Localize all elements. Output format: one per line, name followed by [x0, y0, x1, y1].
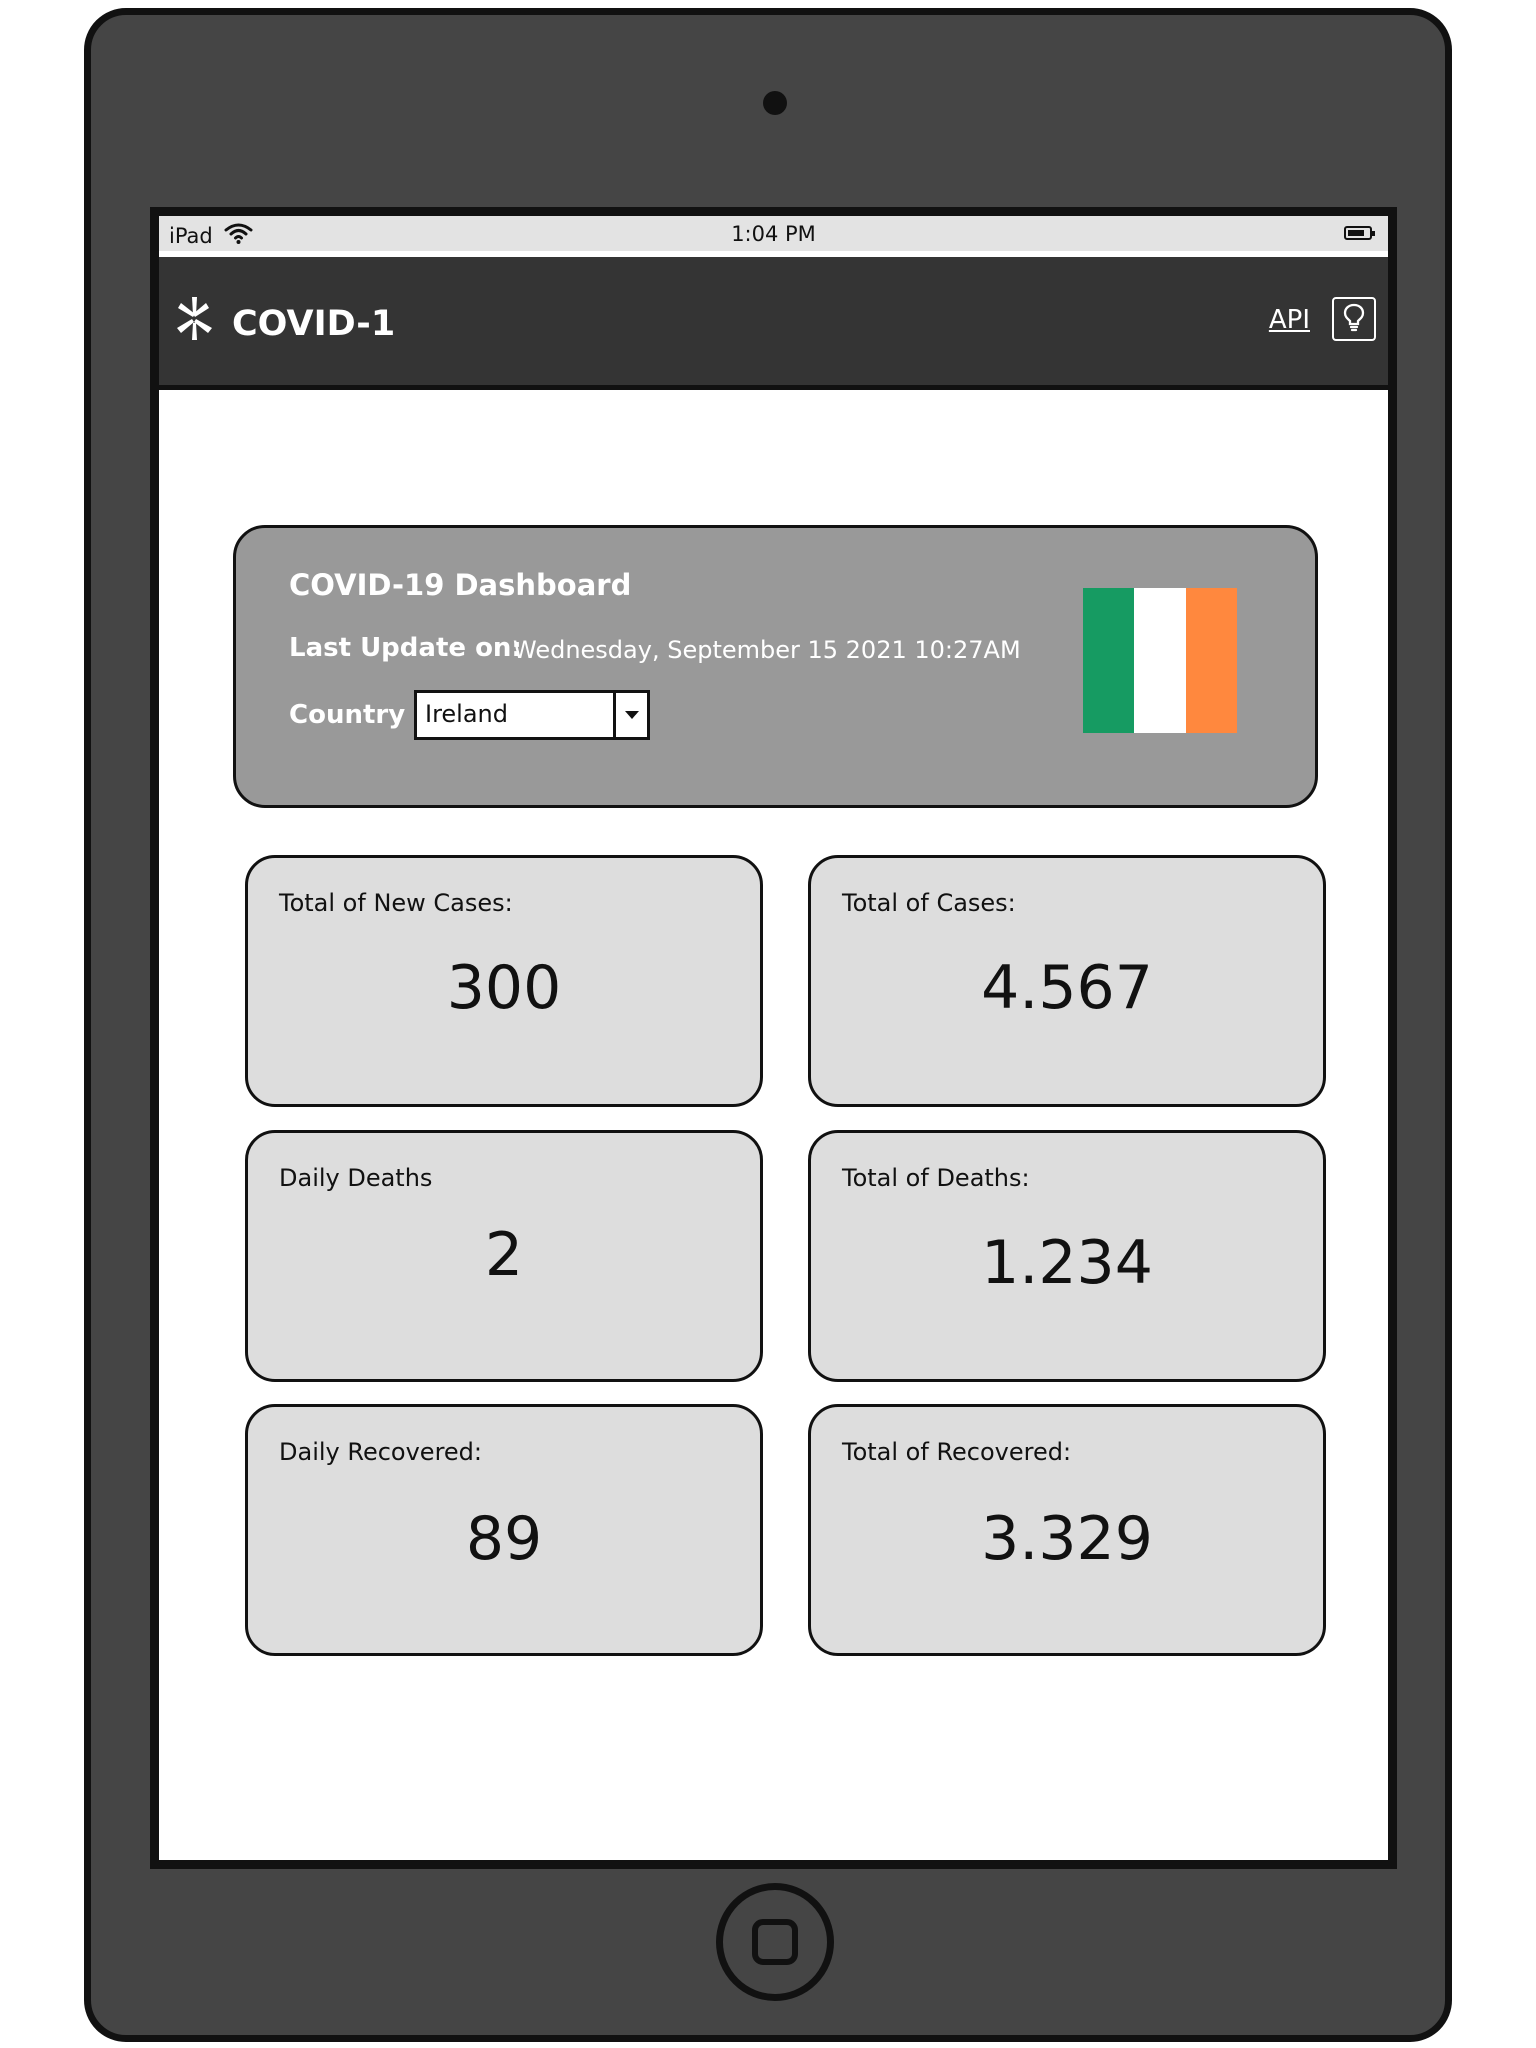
- country-label: Country: [289, 700, 406, 730]
- app-title: COVID-1: [232, 304, 396, 344]
- device-name: iPad: [169, 224, 213, 248]
- new-cases-label: Total of New Cases:: [279, 889, 513, 917]
- tablet-frame: iPad 1:04 PM: [84, 8, 1452, 2042]
- total-deaths-label: Total of Deaths:: [842, 1164, 1030, 1192]
- daily-deaths-value: 2: [484, 1220, 524, 1290]
- camera-icon: [763, 91, 787, 115]
- daily-recovered-card: Daily Recovered: 89: [245, 1404, 763, 1656]
- home-square-icon: [752, 1919, 798, 1965]
- app-brand[interactable]: COVID-1: [175, 295, 395, 353]
- ireland-flag: [1083, 588, 1237, 733]
- daily-recovered-value: 89: [465, 1504, 543, 1574]
- daily-recovered-label: Daily Recovered:: [279, 1438, 482, 1466]
- total-deaths-value: 1.234: [981, 1228, 1153, 1298]
- last-update-label: Last Update on:: [289, 633, 522, 663]
- lightbulb-icon: [1342, 302, 1366, 336]
- battery-icon: [1344, 226, 1375, 240]
- total-recovered-value: 3.329: [981, 1504, 1153, 1574]
- flag-green-band: [1083, 588, 1135, 733]
- daily-deaths-label: Daily Deaths: [279, 1164, 433, 1192]
- chevron-down-icon[interactable]: [613, 693, 647, 737]
- selected-country: Ireland: [425, 700, 509, 728]
- total-cases-label: Total of Cases:: [842, 889, 1016, 917]
- total-deaths-card: Total of Deaths: 1.234: [808, 1130, 1326, 1382]
- dashboard-title: COVID-19 Dashboard: [289, 568, 632, 602]
- asterisk-logo-icon: [175, 295, 214, 353]
- country-select[interactable]: Ireland: [414, 690, 650, 740]
- daily-deaths-card: Daily Deaths 2: [245, 1130, 763, 1382]
- total-recovered-card: Total of Recovered: 3.329: [808, 1404, 1326, 1656]
- new-cases-card: Total of New Cases: 300: [245, 855, 763, 1107]
- status-time: 1:04 PM: [731, 222, 816, 246]
- total-cases-card: Total of Cases: 4.567: [808, 855, 1326, 1107]
- total-cases-value: 4.567: [981, 953, 1153, 1023]
- flag-orange-band: [1185, 588, 1237, 733]
- covid-summary-card: COVID-19 Dashboard Last Update on: Wedne…: [233, 525, 1318, 808]
- status-bar: iPad 1:04 PM: [159, 216, 1388, 254]
- status-left: iPad: [169, 222, 254, 250]
- new-cases-value: 300: [446, 953, 562, 1023]
- wifi-icon: [223, 222, 254, 250]
- top-navigation: COVID-1 API: [159, 257, 1388, 390]
- last-update-value: Wednesday, September 15 2021 10:27AM: [513, 636, 1021, 664]
- flag-white-band: [1134, 588, 1186, 733]
- tablet-screen: iPad 1:04 PM: [150, 207, 1397, 1869]
- lightbulb-button[interactable]: [1332, 297, 1376, 341]
- home-button[interactable]: [716, 1883, 834, 2001]
- total-recovered-label: Total of Recovered:: [842, 1438, 1072, 1466]
- api-link[interactable]: API: [1268, 305, 1310, 335]
